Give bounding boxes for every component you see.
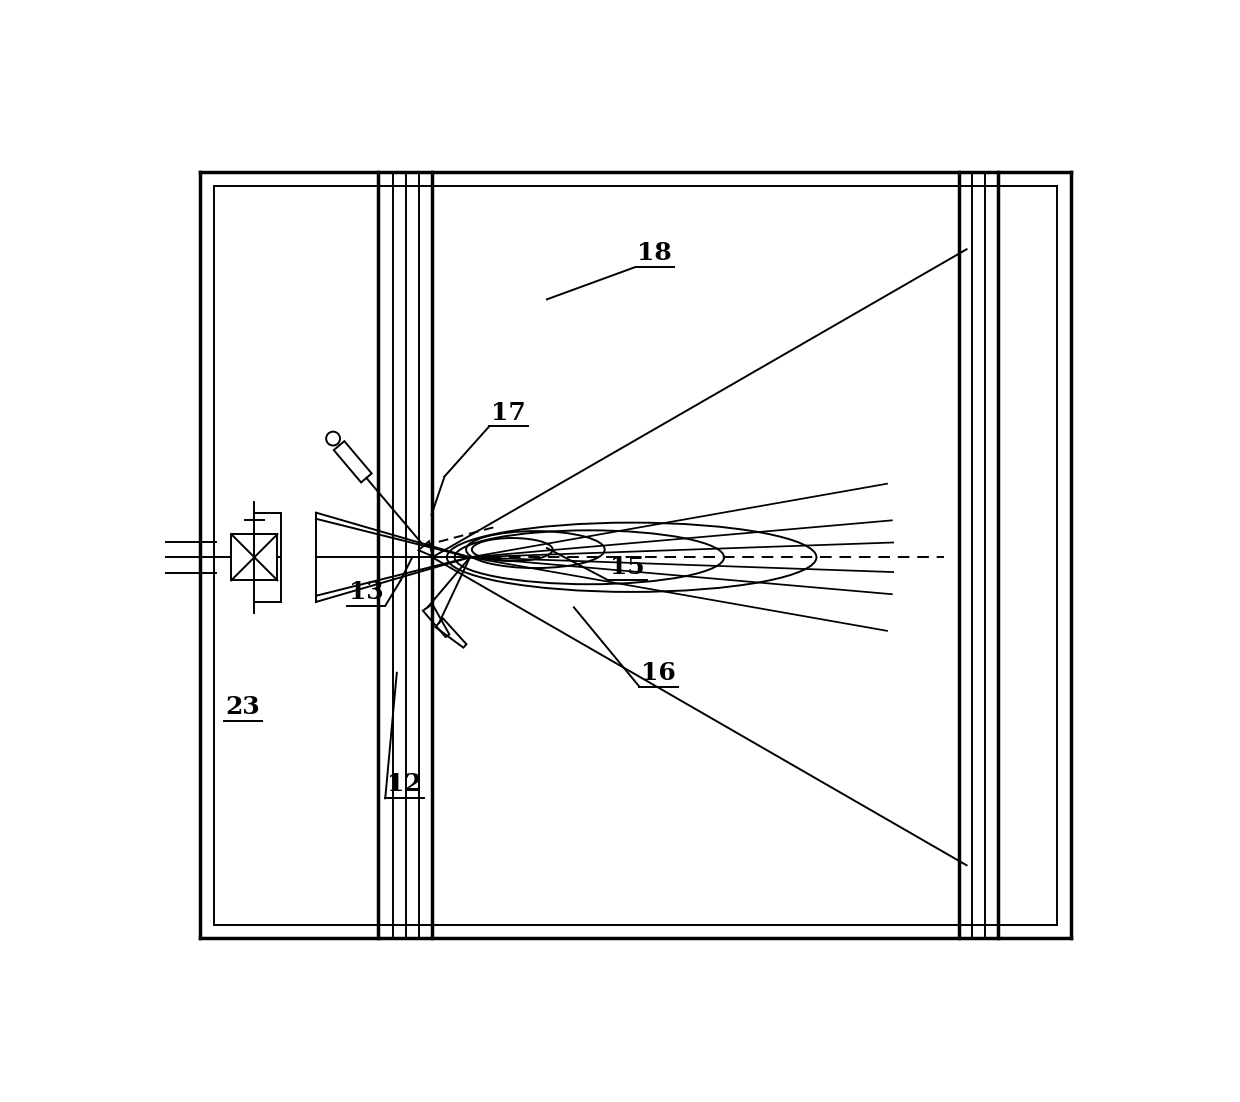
- Text: 17: 17: [491, 400, 526, 424]
- Text: 13: 13: [348, 580, 383, 604]
- Text: 12: 12: [387, 773, 422, 797]
- Text: 15: 15: [610, 554, 645, 579]
- Text: 16: 16: [641, 661, 676, 684]
- Text: 18: 18: [637, 241, 672, 266]
- Text: 23: 23: [226, 695, 260, 720]
